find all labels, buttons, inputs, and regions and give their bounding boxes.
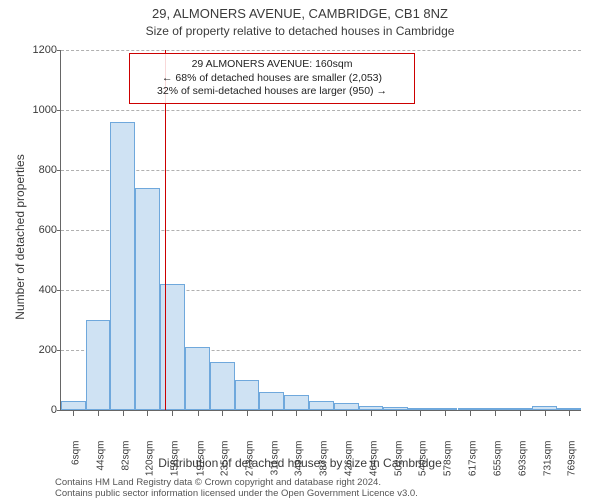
x-tick-mark xyxy=(296,410,297,416)
histogram-bar xyxy=(160,284,185,410)
y-tick-label: 1200 xyxy=(27,44,57,56)
y-tick-label: 600 xyxy=(27,224,57,236)
y-tick-mark xyxy=(57,110,61,111)
y-tick-mark xyxy=(57,230,61,231)
histogram-bar xyxy=(309,401,334,410)
x-tick-mark xyxy=(272,410,273,416)
x-tick-mark xyxy=(247,410,248,416)
histogram-bar xyxy=(284,395,309,410)
annotation-box: 29 ALMONERS AVENUE: 160sqm← 68% of detac… xyxy=(129,53,415,104)
footnote-line2: Contains public sector information licen… xyxy=(55,488,418,499)
chart-title-line1: 29, ALMONERS AVENUE, CAMBRIDGE, CB1 8NZ xyxy=(0,6,600,21)
y-tick-label: 1000 xyxy=(27,104,57,116)
x-tick-mark xyxy=(73,410,74,416)
x-tick-mark xyxy=(172,410,173,416)
y-tick-label: 200 xyxy=(27,344,57,356)
histogram-bar xyxy=(61,401,86,410)
annotation-line2: ← 68% of detached houses are smaller (2,… xyxy=(138,72,406,86)
x-tick-mark xyxy=(98,410,99,416)
histogram-bar xyxy=(334,403,359,411)
x-tick-mark xyxy=(321,410,322,416)
y-axis-label: Number of detached properties xyxy=(13,87,27,387)
y-tick-mark xyxy=(57,350,61,351)
y-tick-mark xyxy=(57,170,61,171)
x-tick-mark xyxy=(222,410,223,416)
x-tick-mark xyxy=(198,410,199,416)
histogram-bar xyxy=(86,320,111,410)
x-tick-mark xyxy=(346,410,347,416)
x-tick-mark xyxy=(569,410,570,416)
histogram-bar xyxy=(210,362,235,410)
gridline xyxy=(61,110,581,111)
footnote-line1: Contains HM Land Registry data © Crown c… xyxy=(55,477,381,488)
chart-title-line2: Size of property relative to detached ho… xyxy=(0,24,600,38)
annotation-line3: 32% of semi-detached houses are larger (… xyxy=(138,85,406,99)
histogram-bar xyxy=(135,188,160,410)
property-size-marker-line xyxy=(165,50,166,410)
y-tick-mark xyxy=(57,50,61,51)
x-tick-mark xyxy=(420,410,421,416)
histogram-bar xyxy=(259,392,284,410)
x-tick-mark xyxy=(371,410,372,416)
x-tick-mark xyxy=(445,410,446,416)
annotation-line1: 29 ALMONERS AVENUE: 160sqm xyxy=(138,58,406,72)
histogram-bar xyxy=(235,380,260,410)
x-tick-mark xyxy=(123,410,124,416)
y-tick-label: 400 xyxy=(27,284,57,296)
x-tick-mark xyxy=(520,410,521,416)
histogram-bar xyxy=(185,347,210,410)
y-tick-mark xyxy=(57,410,61,411)
chart-container: 29, ALMONERS AVENUE, CAMBRIDGE, CB1 8NZ … xyxy=(0,0,600,500)
y-tick-label: 800 xyxy=(27,164,57,176)
gridline xyxy=(61,170,581,171)
x-tick-mark xyxy=(545,410,546,416)
histogram-bar xyxy=(110,122,135,410)
x-tick-mark xyxy=(147,410,148,416)
x-tick-mark xyxy=(470,410,471,416)
plot-area: 0200400600800100012006sqm44sqm82sqm120sq… xyxy=(60,50,581,411)
x-axis-label: Distribution of detached houses by size … xyxy=(0,456,600,470)
y-tick-label: 0 xyxy=(27,404,57,416)
x-tick-mark xyxy=(396,410,397,416)
gridline xyxy=(61,50,581,51)
x-tick-mark xyxy=(495,410,496,416)
y-tick-mark xyxy=(57,290,61,291)
